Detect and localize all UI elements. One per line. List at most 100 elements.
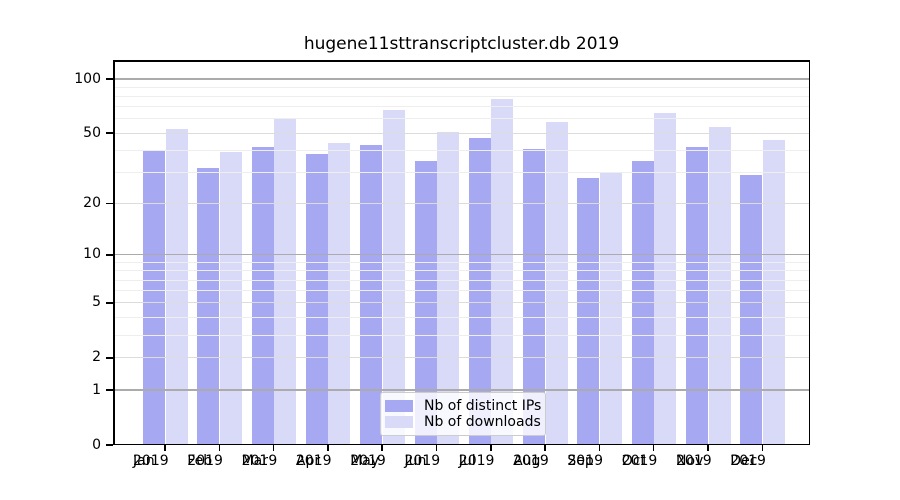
bar-downloads-feb — [219, 152, 242, 445]
bar-ips-nov — [686, 146, 708, 445]
spine-left — [113, 60, 115, 445]
bar-ips-aug — [523, 148, 546, 445]
x-tick-nov — [707, 445, 709, 451]
x-label-year: 2019 — [730, 453, 766, 469]
gridline-10 — [113, 254, 810, 256]
y-tick-label-100: 100 — [74, 70, 101, 87]
x-label-year: 2019 — [241, 453, 278, 469]
x-tick-apr — [327, 445, 329, 451]
spine-right — [808, 60, 810, 445]
x-label-year: 2019 — [350, 453, 386, 469]
y-tick-50 — [106, 132, 113, 134]
bar-downloads-jan — [165, 128, 188, 445]
y-tick-20 — [106, 202, 113, 205]
gridline-5 — [113, 302, 810, 304]
x-tick-sep — [598, 445, 601, 451]
gridline-6 — [113, 290, 810, 292]
x-label-month: Feb — [187, 453, 213, 469]
y-tick-10 — [106, 254, 113, 256]
x-label-year: 2019 — [567, 453, 604, 469]
legend-row-distinct-ips: Nb of distinct IPs — [385, 398, 542, 414]
y-tick-100 — [106, 78, 113, 80]
y-tick-label-5: 5 — [92, 294, 101, 311]
x-label-year: 2019 — [458, 453, 495, 469]
y-tick-label-0: 0 — [92, 436, 101, 453]
y-tick-label-1: 1 — [92, 381, 101, 398]
gridline-40 — [113, 149, 810, 151]
x-label-year: 2019 — [133, 453, 169, 469]
bar-downloads-mar — [274, 117, 297, 445]
x-label-month: Jun — [404, 453, 427, 469]
y-tick-label-2: 2 — [92, 349, 101, 366]
x-label-month: Jul — [458, 453, 476, 469]
legend-swatch-distinct-ips — [385, 400, 413, 412]
bar-ips-jan — [143, 150, 165, 445]
legend-row-downloads: Nb of downloads — [385, 414, 541, 430]
x-tick-aug — [544, 445, 546, 451]
legend-label-distinct-ips: Nb of distinct IPs — [424, 398, 542, 414]
x-tick-mar — [272, 445, 275, 451]
x-label-month: Nov — [676, 453, 704, 469]
bar-ips-feb — [197, 167, 220, 445]
x-label-month: Oct — [621, 453, 646, 469]
bar-ips-apr — [305, 154, 328, 445]
bar-downloads-aug — [545, 121, 568, 445]
gridline-50 — [113, 132, 810, 134]
gridline-90 — [113, 86, 810, 88]
x-tick-oct — [652, 445, 655, 451]
x-label-year: 2019 — [621, 453, 658, 469]
bar-downloads-nov — [708, 127, 731, 445]
y-tick-1 — [106, 389, 113, 391]
bar-downloads-may — [382, 110, 405, 445]
x-label-month: Aug — [513, 453, 541, 469]
spine-top — [113, 60, 810, 62]
y-tick-5 — [106, 302, 113, 304]
gridline-100 — [113, 78, 810, 80]
legend-label-downloads: Nb of downloads — [424, 414, 541, 430]
x-label-year: 2019 — [187, 453, 223, 469]
bar-downloads-dec — [762, 139, 785, 445]
x-tick-jan — [164, 445, 166, 451]
x-label-year: 2019 — [676, 453, 712, 469]
spine-bottom — [113, 443, 810, 445]
bar-downloads-sep — [599, 172, 622, 445]
x-tick-jun — [435, 445, 438, 451]
gridline-20 — [113, 203, 810, 205]
gridline-30 — [113, 172, 810, 174]
x-label-month: Sep — [567, 453, 594, 469]
bar-downloads-jul — [491, 99, 514, 445]
gridline-9 — [113, 261, 810, 263]
gridline-8 — [113, 270, 810, 272]
bar-downloads-jun — [437, 131, 459, 445]
legend: Nb of distinct IPs Nb of downloads — [380, 392, 546, 436]
bar-ips-dec — [740, 175, 763, 445]
gridline-7 — [113, 279, 810, 281]
bar-downloads-apr — [328, 143, 351, 445]
x-tick-may — [381, 445, 383, 451]
chart-title: hugene11sttranscriptcluster.db 2019 — [303, 34, 620, 54]
bar-ips-jul — [468, 137, 491, 445]
plot-area: 100 50 20 10 5 2 1 0 Jan 2019 Feb 2019 Mar 2019 Apr 201… — [74, 60, 810, 469]
x-label-month: Apr — [295, 453, 321, 469]
bar-ips-may — [360, 144, 383, 445]
x-tick-dec — [761, 445, 764, 451]
gridline-2 — [113, 357, 810, 359]
y-tick-label-20: 20 — [83, 195, 101, 212]
y-tick-2 — [106, 357, 113, 359]
gridline-4 — [113, 316, 810, 318]
x-label-year: 2019 — [404, 453, 441, 469]
x-label-year: 2019 — [295, 453, 332, 469]
y-tick-0 — [106, 444, 113, 446]
y-tick-label-10: 10 — [83, 246, 101, 263]
bar-downloads-oct — [654, 112, 677, 445]
x-label-month: Mar — [241, 453, 269, 469]
bar-ips-sep — [577, 177, 600, 445]
gridline-60 — [113, 118, 810, 120]
y-tick-label-50: 50 — [83, 124, 101, 141]
gridline-3 — [113, 334, 810, 336]
gridline-80 — [113, 96, 810, 97]
x-label-month: May — [350, 453, 380, 469]
legend-swatch-downloads — [385, 416, 413, 428]
x-label-year: 2019 — [513, 453, 549, 469]
